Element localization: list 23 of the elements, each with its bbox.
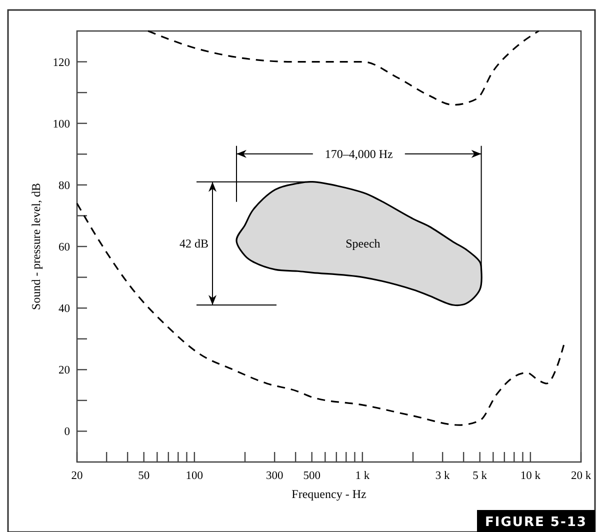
y-tick-label: 40 <box>58 303 70 316</box>
y-axis-title: Sound - pressure level, dB <box>29 183 43 310</box>
y-tick-label: 60 <box>58 242 70 254</box>
x-tick-label: 10 k <box>520 470 541 482</box>
x-tick-label: 300 <box>266 470 284 482</box>
annotation: 170–4,000 Hz <box>324 146 393 161</box>
annotation: 42 dB <box>179 236 208 250</box>
x-tick-label: 3 k <box>435 470 450 482</box>
x-tick-label: 50 <box>138 470 150 482</box>
x-tick-label: 100 <box>186 470 204 482</box>
y-tick-label: 0 <box>64 426 70 438</box>
x-tick-label: 5 k <box>472 470 488 482</box>
x-tick-label: 20 k <box>570 470 592 482</box>
series-label: Speech <box>346 236 380 250</box>
y-tick-label: 20 <box>58 364 70 377</box>
x-tick-label: 20 <box>71 470 83 482</box>
x-tick-label: 1 k <box>355 470 370 482</box>
y-tick-label: 120 <box>52 56 70 69</box>
caption: FIGURE 5-13 <box>485 515 587 530</box>
x-tick-label: 500 <box>303 470 321 482</box>
x-axis-title: Frequency - Hz <box>292 487 366 501</box>
y-tick-label: 100 <box>52 118 70 130</box>
y-tick-label: 80 <box>58 180 70 192</box>
